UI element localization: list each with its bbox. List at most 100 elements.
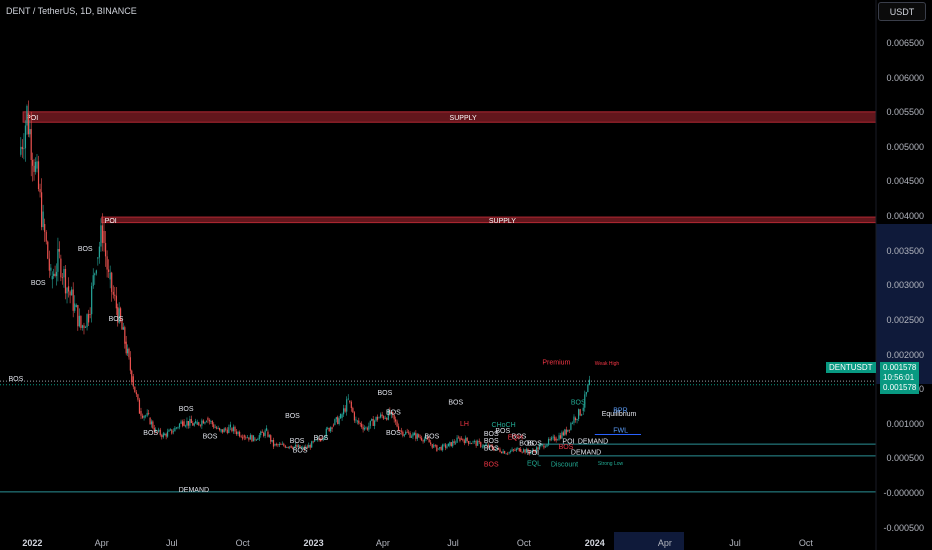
candle-body [491, 446, 494, 449]
candle-body [402, 431, 404, 436]
candle-body [251, 435, 253, 442]
candle-body [132, 376, 134, 387]
candle-body [67, 286, 70, 292]
candle-body [252, 435, 255, 442]
candle-body [462, 438, 464, 441]
candle-body [372, 418, 374, 426]
candle-body [187, 420, 190, 426]
candle-body [344, 408, 346, 412]
candle-body [397, 426, 400, 431]
candle-body [475, 441, 477, 446]
candle-body [158, 429, 160, 432]
candle-body [178, 423, 181, 428]
candle-body [109, 272, 111, 280]
candles-layer [20, 100, 590, 456]
candle-body [150, 421, 153, 425]
candle-body [541, 444, 543, 445]
candle-body [468, 440, 470, 444]
candle-body [222, 429, 224, 433]
candle-body [138, 399, 141, 414]
candle-body [228, 427, 230, 433]
candle-body [409, 432, 411, 438]
candle-body [352, 408, 354, 413]
structure-label: BOS [314, 435, 329, 442]
candle-body [166, 431, 169, 437]
candle-body [134, 386, 136, 393]
candle-body [524, 449, 526, 453]
candle-body [223, 428, 225, 433]
candle-body [484, 445, 486, 446]
candle-body [358, 420, 360, 424]
candle-body [181, 421, 184, 426]
candle-body [588, 379, 590, 385]
candle-body [146, 413, 148, 416]
x-tick-label: Oct [516, 538, 531, 548]
candle-body [567, 429, 569, 432]
candle-body [387, 410, 389, 420]
candle-body [280, 444, 282, 445]
candle-body [255, 439, 257, 441]
candle-body [124, 327, 126, 344]
candle-body [425, 437, 427, 439]
structure-label: Strong Low [598, 461, 624, 467]
annotations-layer: BOSBOSBOSBOSBOSBOSBOSBOSBOSBOSBOSBOSBOSB… [8, 246, 636, 494]
candle-body [436, 445, 438, 452]
currency-button[interactable]: USDT [878, 2, 926, 21]
candle-body [137, 394, 139, 400]
candle-body [312, 441, 314, 443]
candle-body [507, 453, 509, 455]
candle-body [257, 439, 259, 440]
candle-body [162, 433, 164, 438]
candle-body [83, 325, 85, 328]
candle-body [528, 451, 530, 454]
candle-body [89, 314, 91, 315]
y-tick-label: 0.003500 [886, 245, 924, 256]
candle-body [30, 129, 32, 160]
candle-body [470, 443, 473, 445]
candle-body [431, 444, 433, 448]
candle-body [393, 414, 395, 420]
structure-label: BOS [386, 430, 401, 437]
candle-body [225, 428, 227, 430]
candle-body [214, 427, 216, 429]
candle-body [419, 437, 421, 438]
candle-body [538, 445, 541, 450]
candle-body [283, 443, 285, 446]
candle-body [54, 273, 56, 277]
y-tick-label: 0.005000 [886, 141, 924, 152]
candle-body [155, 429, 157, 432]
candle-body [254, 438, 256, 440]
supply-zone-label: SUPPLY [450, 115, 477, 122]
candle-body [263, 432, 265, 436]
x-tick-label: Jul [447, 538, 459, 548]
structure-label: BOS [425, 434, 440, 441]
structure-label: Premium [542, 360, 570, 367]
candle-body [64, 269, 67, 294]
candle-body [512, 449, 515, 451]
candle-body [489, 444, 491, 448]
candle-body [527, 448, 529, 452]
candle-body [195, 421, 197, 424]
candle-body [248, 437, 250, 440]
candle-body [558, 435, 560, 440]
candle-body [264, 430, 266, 436]
candle-body [309, 444, 311, 448]
candle-body [45, 231, 47, 242]
candle-body [371, 418, 373, 421]
candle-body [80, 315, 82, 328]
candle-body [260, 431, 262, 436]
candle-body [29, 129, 31, 135]
candle-body [581, 414, 583, 416]
candle-body [231, 428, 233, 432]
candle-body [319, 439, 322, 442]
candle-body [287, 447, 289, 448]
poi-label: POI [105, 218, 117, 225]
candle-body [294, 445, 297, 447]
candle-body [533, 450, 535, 451]
candle-body [347, 398, 349, 400]
y-tick-label: 0.002500 [886, 314, 924, 325]
candle-body [143, 415, 145, 418]
candle-body [456, 437, 458, 443]
candle-body [272, 440, 275, 447]
